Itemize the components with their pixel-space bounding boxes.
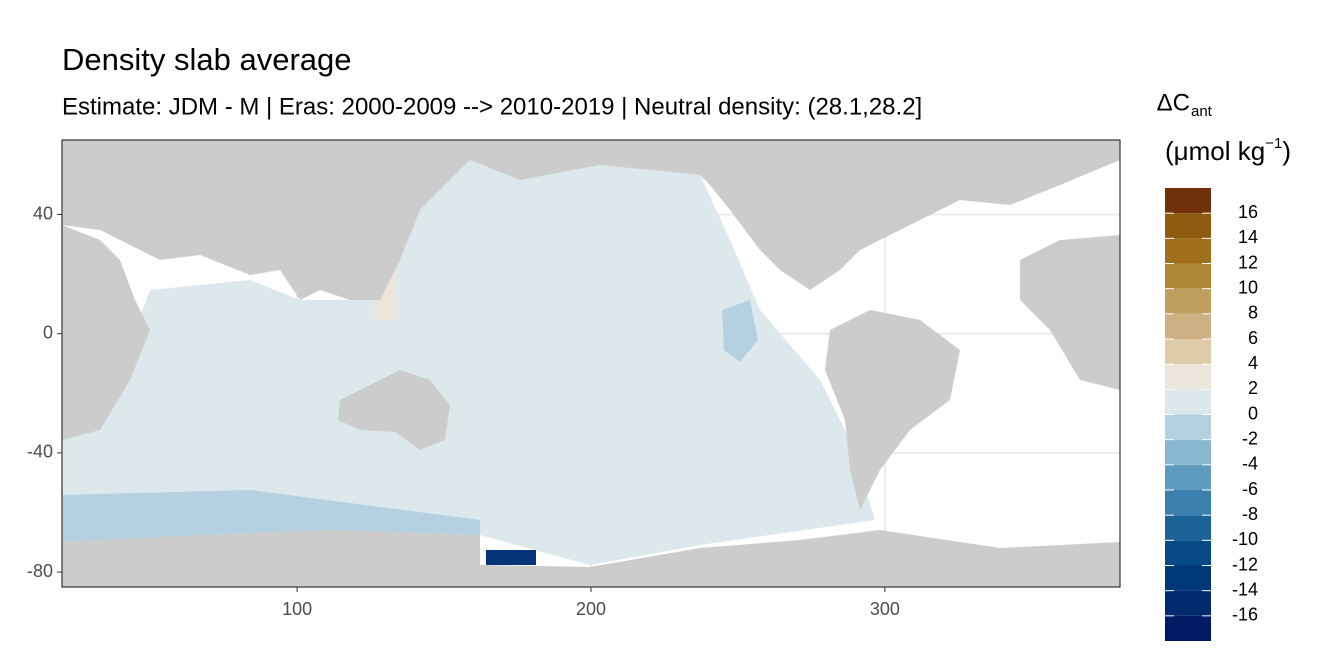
ocean-estimate: [486, 550, 536, 565]
legend-label: 10: [1238, 277, 1258, 297]
chart-subtitle: Estimate: JDM - M | Eras: 2000-2009 --> …: [62, 93, 922, 120]
map: [62, 140, 1120, 587]
legend-label: 0: [1248, 403, 1258, 423]
land: [62, 225, 150, 440]
y-tick-label: 0: [43, 322, 53, 342]
legend-label: 8: [1248, 303, 1258, 323]
land: [62, 530, 1120, 587]
legend-label: 12: [1238, 252, 1258, 272]
legend-label: -14: [1232, 579, 1258, 599]
legend-swatch: [1165, 389, 1211, 415]
legend-swatch: [1165, 313, 1211, 339]
legend-swatch: [1165, 439, 1211, 465]
legend-swatch: [1165, 188, 1211, 214]
legend-swatch: [1165, 565, 1211, 591]
legend-swatch: [1165, 213, 1211, 239]
legend-swatch: [1165, 339, 1211, 365]
legend-label: 6: [1248, 328, 1258, 348]
legend-label: 4: [1248, 353, 1258, 373]
land: [1020, 235, 1120, 390]
legend-swatch: [1165, 414, 1211, 440]
legend-label: -6: [1242, 479, 1258, 499]
y-tick-label: 40: [33, 203, 53, 223]
legend-label: -12: [1232, 554, 1258, 574]
legend-swatch: [1165, 288, 1211, 314]
land: [700, 140, 1120, 290]
x-tick-label: 100: [282, 599, 312, 619]
legend-label: -10: [1232, 529, 1258, 549]
legend-title: ΔC: [1157, 89, 1190, 116]
legend-label: -2: [1242, 428, 1258, 448]
ocean-estimate: [722, 300, 758, 362]
legend-swatch: [1165, 364, 1211, 390]
legend-swatch: [1165, 238, 1211, 264]
legend-swatch: [1165, 464, 1211, 490]
land: [338, 370, 450, 450]
legend-swatch: [1165, 490, 1211, 516]
y-tick-label: -80: [27, 561, 53, 581]
land: [825, 310, 960, 510]
legend-label: 16: [1238, 202, 1258, 222]
legend-swatch: [1165, 540, 1211, 566]
legend-swatch: [1165, 263, 1211, 289]
y-tick-label: -40: [27, 442, 53, 462]
legend-swatch: [1165, 590, 1211, 616]
legend-label: -16: [1232, 605, 1258, 625]
legend-title: ant: [1191, 103, 1213, 120]
x-tick-label: 300: [870, 599, 900, 619]
legend: ΔC ant (μmol kg−1) -16 -14 -12 -10 -8 -6 -4 -2 0…: [1157, 89, 1291, 641]
x-tick-label: 200: [576, 599, 606, 619]
legend-unit: (μmol kg−1): [1165, 135, 1291, 166]
chart-title: Density slab average: [62, 42, 352, 77]
legend-label: 2: [1248, 378, 1258, 398]
legend-swatch: [1165, 515, 1211, 541]
ocean-estimate: [62, 160, 875, 565]
land: [62, 140, 700, 300]
legend-label: 14: [1238, 227, 1258, 247]
ocean-estimate: [62, 490, 480, 542]
legend-label: -8: [1242, 504, 1258, 524]
legend-swatch: [1165, 615, 1211, 641]
legend-label: -4: [1242, 454, 1258, 474]
